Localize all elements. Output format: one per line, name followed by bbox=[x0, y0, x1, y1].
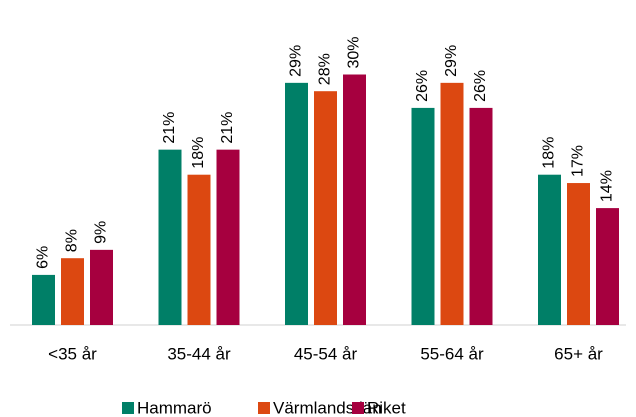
value-label: 26% bbox=[414, 70, 431, 102]
value-label: 8% bbox=[64, 229, 81, 252]
x-tick-label: <35 år bbox=[48, 344, 97, 363]
value-label: 21% bbox=[161, 112, 178, 144]
legend-label: Hammarö bbox=[137, 398, 212, 417]
value-label: 6% bbox=[35, 246, 52, 269]
bar bbox=[567, 183, 590, 325]
x-tick-label: 65+ år bbox=[554, 344, 603, 363]
value-label: 29% bbox=[443, 45, 460, 77]
bar bbox=[343, 74, 366, 325]
bar bbox=[158, 149, 182, 325]
legend-swatch bbox=[258, 402, 270, 414]
value-label: 29% bbox=[288, 45, 305, 77]
value-label: 18% bbox=[190, 137, 207, 169]
legend-swatch bbox=[122, 402, 134, 414]
value-label: 18% bbox=[541, 137, 558, 169]
value-label: 26% bbox=[472, 70, 489, 102]
bar bbox=[538, 174, 561, 325]
value-label: 30% bbox=[346, 36, 363, 68]
bar bbox=[440, 82, 464, 325]
legend-swatch bbox=[352, 402, 364, 414]
x-tick-label: 35-44 år bbox=[167, 344, 231, 363]
bar bbox=[187, 174, 211, 325]
bar bbox=[469, 107, 493, 326]
bar bbox=[61, 258, 84, 325]
value-label: 17% bbox=[570, 145, 587, 177]
x-tick-label: 45-54 år bbox=[294, 344, 358, 363]
bar bbox=[90, 249, 113, 325]
value-label: 28% bbox=[317, 53, 334, 85]
value-label: 9% bbox=[93, 221, 110, 244]
bar bbox=[32, 274, 55, 325]
bar bbox=[285, 82, 308, 325]
bar bbox=[216, 149, 240, 325]
x-tick-label: 55-64 år bbox=[420, 344, 484, 363]
bar bbox=[596, 208, 619, 325]
value-label: 21% bbox=[219, 112, 236, 144]
legend-label: Riket bbox=[367, 398, 406, 417]
bar bbox=[314, 91, 337, 325]
bar bbox=[411, 107, 435, 326]
legend-label: Värmlands län bbox=[273, 398, 382, 417]
value-label: 14% bbox=[599, 170, 616, 202]
